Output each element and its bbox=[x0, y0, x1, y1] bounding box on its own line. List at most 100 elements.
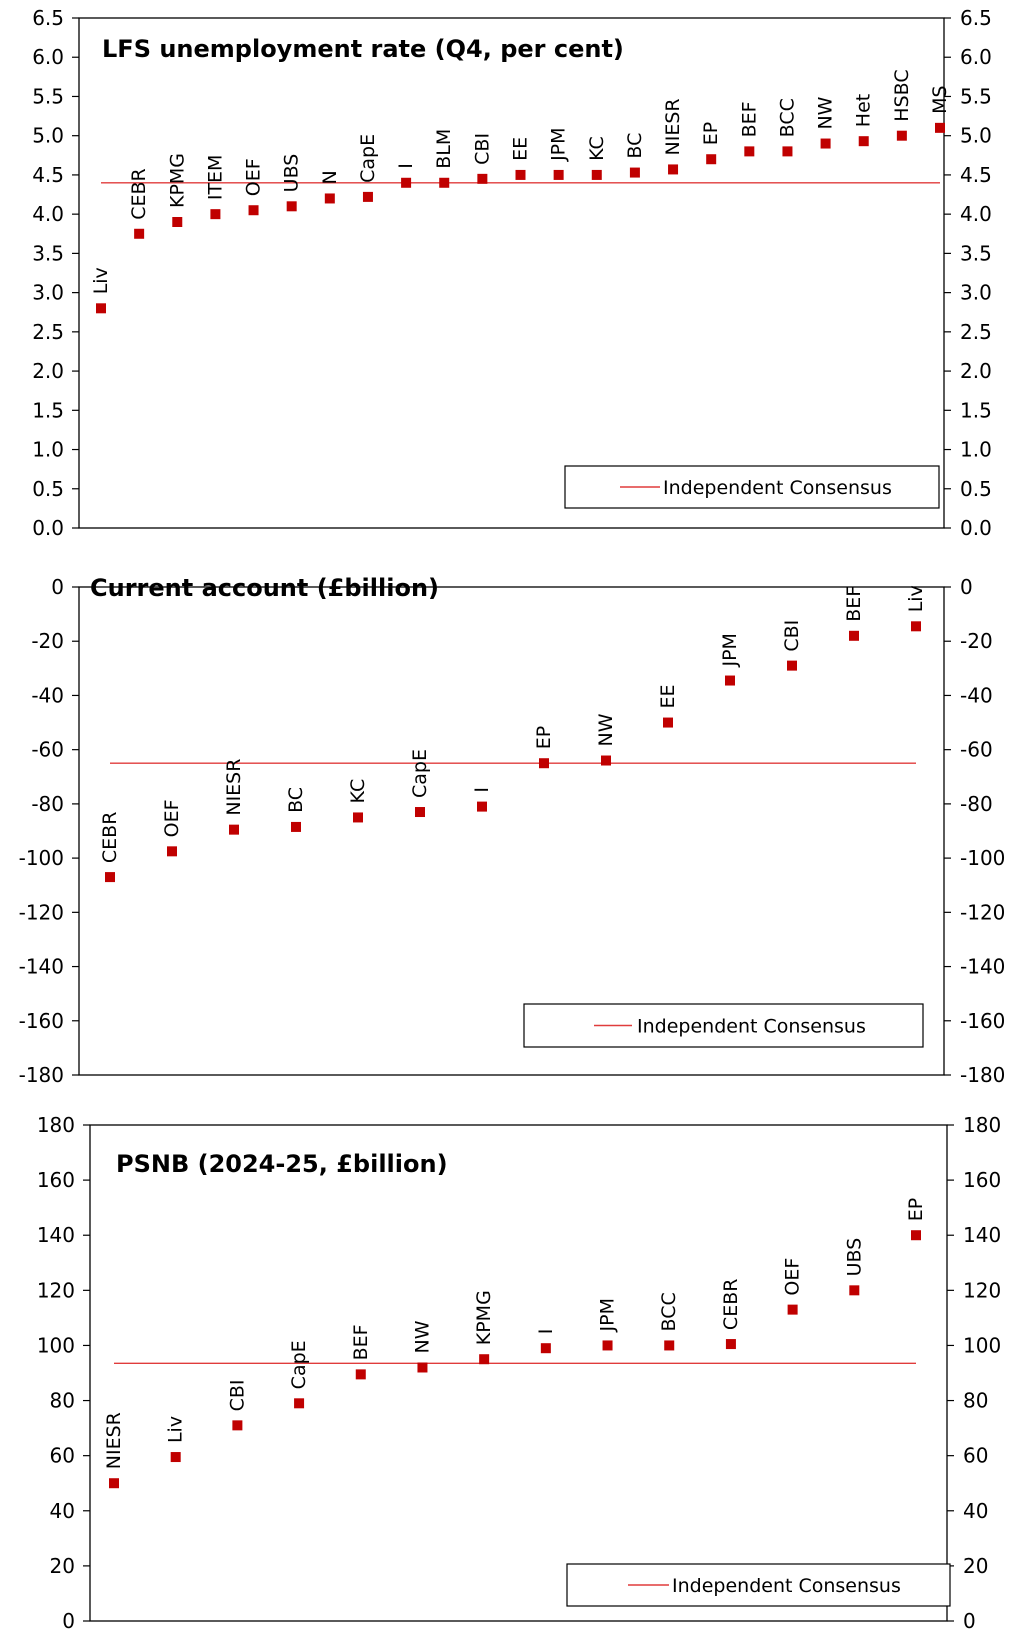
data-point-label: KC bbox=[347, 779, 369, 804]
y-tick-label-right: -140 bbox=[960, 955, 1005, 979]
data-point-label: EE bbox=[510, 137, 532, 161]
data-point bbox=[167, 846, 177, 857]
data-point bbox=[725, 1339, 736, 1350]
data-point bbox=[210, 209, 221, 220]
y-tick-label-right: 2.5 bbox=[960, 320, 992, 344]
y-tick-label-right: 0.5 bbox=[960, 477, 992, 501]
y-tick-label-right: 1.5 bbox=[960, 398, 992, 422]
data-point bbox=[248, 205, 259, 216]
data-point bbox=[601, 755, 611, 766]
y-tick-label-right: 20 bbox=[963, 1554, 988, 1578]
y-tick-label-left: -20 bbox=[31, 629, 64, 653]
y-tick-label-left: 3.5 bbox=[32, 241, 64, 265]
y-tick-label-left: 140 bbox=[37, 1223, 75, 1247]
data-point-label: BEF bbox=[738, 101, 760, 137]
y-tick-label-left: 5.5 bbox=[32, 84, 64, 108]
y-tick-label-left: 80 bbox=[50, 1389, 75, 1413]
data-point-label: NW bbox=[815, 96, 837, 129]
data-point bbox=[105, 872, 115, 883]
data-point bbox=[477, 173, 488, 184]
data-point bbox=[591, 169, 602, 180]
y-tick-label-right: 1.0 bbox=[960, 438, 992, 462]
data-point-label: EP bbox=[905, 1198, 927, 1221]
y-tick-label-right: 60 bbox=[963, 1444, 988, 1468]
data-point bbox=[602, 1340, 613, 1351]
data-point-label: I bbox=[395, 163, 417, 169]
y-tick-label-left: -120 bbox=[19, 900, 64, 924]
y-tick-label-right: 6.5 bbox=[960, 6, 992, 30]
data-point-label: BEF bbox=[843, 586, 865, 622]
y-tick-label-right: -160 bbox=[960, 1009, 1005, 1033]
data-point-label: UBS bbox=[843, 1238, 865, 1277]
plot-frame bbox=[89, 1124, 948, 1622]
y-tick-label-left: 0 bbox=[51, 575, 64, 599]
legend: Independent Consensus bbox=[566, 1563, 951, 1607]
y-tick-label-left: 100 bbox=[37, 1333, 75, 1357]
y-tick-label-right: -100 bbox=[960, 846, 1005, 870]
data-point bbox=[664, 1340, 675, 1351]
y-tick-label-left: 60 bbox=[50, 1444, 75, 1468]
legend-label: Independent Consensus bbox=[663, 477, 892, 499]
data-point bbox=[787, 1304, 798, 1315]
data-point-label: OEF bbox=[161, 799, 183, 837]
data-point bbox=[172, 217, 183, 227]
y-tick-label-left: -60 bbox=[31, 738, 64, 762]
data-point-label: BCC bbox=[776, 98, 798, 137]
data-point-label: CapE bbox=[409, 749, 431, 798]
y-tick-label-left: 0.0 bbox=[32, 516, 64, 540]
y-tick-label-right: 40 bbox=[963, 1499, 988, 1523]
legend-box bbox=[523, 1003, 924, 1048]
y-tick-label-left: 40 bbox=[50, 1499, 75, 1523]
y-tick-label-left: 6.0 bbox=[32, 45, 64, 69]
y-tick-label-right: 4.0 bbox=[960, 202, 992, 226]
data-point-label: ITEM bbox=[204, 155, 226, 201]
y-tick-label-right: 140 bbox=[963, 1223, 1001, 1247]
y-tick-label-right: 6.0 bbox=[960, 45, 992, 69]
data-point bbox=[291, 821, 301, 832]
legend: Independent Consensus bbox=[564, 465, 940, 509]
data-point bbox=[353, 812, 363, 823]
data-point-label: CapE bbox=[288, 1340, 310, 1389]
data-point bbox=[725, 675, 735, 686]
y-tick-label-right: 80 bbox=[963, 1389, 988, 1413]
data-point-label: NIESR bbox=[103, 1412, 125, 1469]
plot-frame bbox=[78, 17, 945, 529]
data-point-label: EP bbox=[700, 122, 722, 145]
data-point-label: NW bbox=[595, 713, 617, 746]
data-point-label: CapE bbox=[357, 134, 379, 183]
y-tick-label-right: 2.0 bbox=[960, 359, 992, 383]
y-tick-label-left: -80 bbox=[31, 792, 64, 816]
data-point bbox=[629, 167, 640, 178]
y-tick-label-right: 3.5 bbox=[960, 241, 992, 265]
y-tick-label-left: 4.5 bbox=[32, 163, 64, 187]
legend: Independent Consensus bbox=[523, 1003, 924, 1048]
data-point bbox=[515, 169, 526, 180]
data-point-label: CBI bbox=[226, 1379, 248, 1411]
y-tick-label-right: -120 bbox=[960, 900, 1005, 924]
data-point-label: NIESR bbox=[662, 98, 684, 155]
data-point bbox=[134, 228, 145, 239]
y-tick-label-right: -40 bbox=[960, 683, 993, 707]
y-tick-label-left: 1.0 bbox=[32, 438, 64, 462]
chart-panel-1: 0.0 0.0 0.5 0.5 1.0 1.0 1.5 1.5 2.0 2.0 2.5 2.5 3.0 3… bbox=[32, 6, 992, 540]
y-tick-label-left: 2.5 bbox=[32, 320, 64, 344]
data-point bbox=[663, 717, 673, 728]
data-point bbox=[858, 136, 869, 147]
data-point bbox=[553, 169, 564, 180]
data-point-label: BC bbox=[285, 787, 307, 813]
legend-label: Independent Consensus bbox=[637, 1016, 866, 1038]
data-point-label: I bbox=[471, 787, 493, 793]
data-point-label: BC bbox=[624, 133, 646, 159]
data-point-label: KPMG bbox=[473, 1290, 495, 1345]
data-point-label: Liv bbox=[905, 585, 927, 612]
data-point-label: OEF bbox=[243, 158, 265, 196]
data-point-label: NIESR bbox=[223, 759, 245, 816]
y-tick-label-left: -160 bbox=[19, 1009, 64, 1033]
data-point bbox=[911, 621, 921, 632]
data-point-label: JPM bbox=[597, 1298, 619, 1332]
data-point-label: BCC bbox=[658, 1292, 680, 1331]
data-point bbox=[479, 1354, 490, 1365]
y-tick-label-left: -40 bbox=[31, 683, 64, 707]
y-tick-label-left: -140 bbox=[19, 955, 64, 979]
